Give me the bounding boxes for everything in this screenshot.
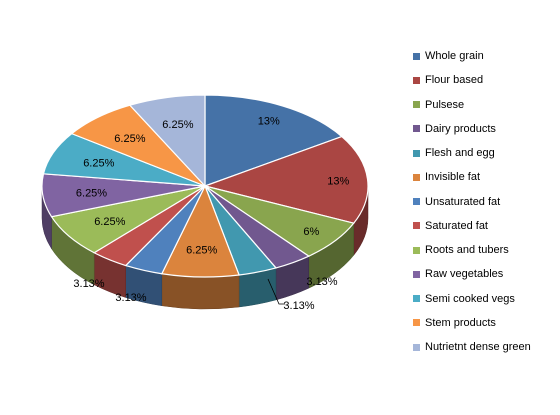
- data-label-flesh-and-egg: 3.13%: [283, 300, 314, 312]
- legend-item-unsaturated-fat: Unsaturated fat: [413, 190, 531, 214]
- legend-swatch: [413, 52, 420, 60]
- legend-item-pulsese: Pulsese: [413, 93, 531, 117]
- pie-slice-side-invisible-fat: [161, 273, 240, 310]
- data-label-stem-products: 6.25%: [114, 133, 145, 145]
- legend-item-invisible-fat: Invisible fat: [413, 165, 531, 189]
- legend-swatch: [413, 198, 420, 206]
- legend-swatch: [413, 319, 420, 327]
- legend-item-whole-grain: Whole grain: [413, 44, 531, 68]
- legend-item-raw-vegetables: Raw vegetables: [413, 262, 531, 286]
- legend-label: Raw vegetables: [425, 268, 504, 281]
- pie-slice-nutrietnt-dense-green: [128, 94, 206, 188]
- pie-slice-flour-based: [202, 135, 369, 224]
- legend-item-stem-products: Stem products: [413, 311, 531, 335]
- legend-label: Roots and tubers: [425, 244, 509, 257]
- data-label-flour-based: 13%: [327, 175, 349, 187]
- legend-swatch: [413, 76, 420, 84]
- data-label-unsaturated-fat: 3.13%: [115, 292, 146, 304]
- leader-line: [267, 278, 285, 305]
- data-label-whole-grain: 13%: [258, 115, 280, 127]
- data-label-dairy-products: 3.13%: [306, 276, 337, 288]
- legend-label: Stem products: [425, 316, 496, 329]
- legend-swatch: [413, 343, 420, 351]
- legend-swatch: [413, 125, 420, 133]
- legend-swatch: [413, 149, 420, 157]
- legend-label: Whole grain: [425, 50, 484, 63]
- legend-item-dairy-products: Dairy products: [413, 117, 531, 141]
- legend-label: Dairy products: [425, 122, 496, 135]
- data-label-raw-vegetables: 6.25%: [76, 188, 107, 200]
- data-label-saturated-fat: 3.13%: [73, 278, 104, 290]
- data-label-pulsese: 6%: [303, 226, 319, 238]
- pie-slice-whole-grain: [204, 94, 343, 187]
- legend-item-nutrietnt-dense-green: Nutrietnt dense green: [413, 335, 531, 359]
- legend-swatch: [413, 270, 420, 278]
- data-label-semi-cooked-vegs: 6.25%: [83, 158, 114, 170]
- legend-item-flesh-and-egg: Flesh and egg: [413, 141, 531, 165]
- legend-label: Unsaturated fat: [425, 195, 501, 208]
- legend-item-roots-and-tubers: Roots and tubers: [413, 238, 531, 262]
- data-label-invisible-fat: 6.25%: [186, 245, 217, 257]
- legend-label: Saturated fat: [425, 219, 488, 232]
- legend-label: Semi cooked vegs: [425, 292, 515, 305]
- legend-item-saturated-fat: Saturated fat: [413, 214, 531, 238]
- legend-label: Pulsese: [425, 98, 465, 111]
- data-label-nutrietnt-dense-green: 6.25%: [162, 119, 193, 131]
- chart-legend: Whole grain Flour based Pulsese Dairy produ…: [413, 44, 531, 359]
- legend-swatch: [413, 173, 420, 181]
- legend-label: Invisible fat: [425, 171, 481, 184]
- data-label-roots-and-tubers: 6.25%: [94, 216, 125, 228]
- legend-swatch: [413, 222, 420, 230]
- legend-label: Nutrietnt dense green: [425, 341, 531, 354]
- legend-item-semi-cooked-vegs: Semi cooked vegs: [413, 287, 531, 311]
- legend-label: Flesh and egg: [425, 147, 495, 160]
- legend-swatch: [413, 246, 420, 254]
- legend-label: Flour based: [425, 74, 484, 87]
- legend-item-flour-based: Flour based: [413, 68, 531, 92]
- legend-swatch: [413, 101, 420, 109]
- legend-swatch: [413, 295, 420, 303]
